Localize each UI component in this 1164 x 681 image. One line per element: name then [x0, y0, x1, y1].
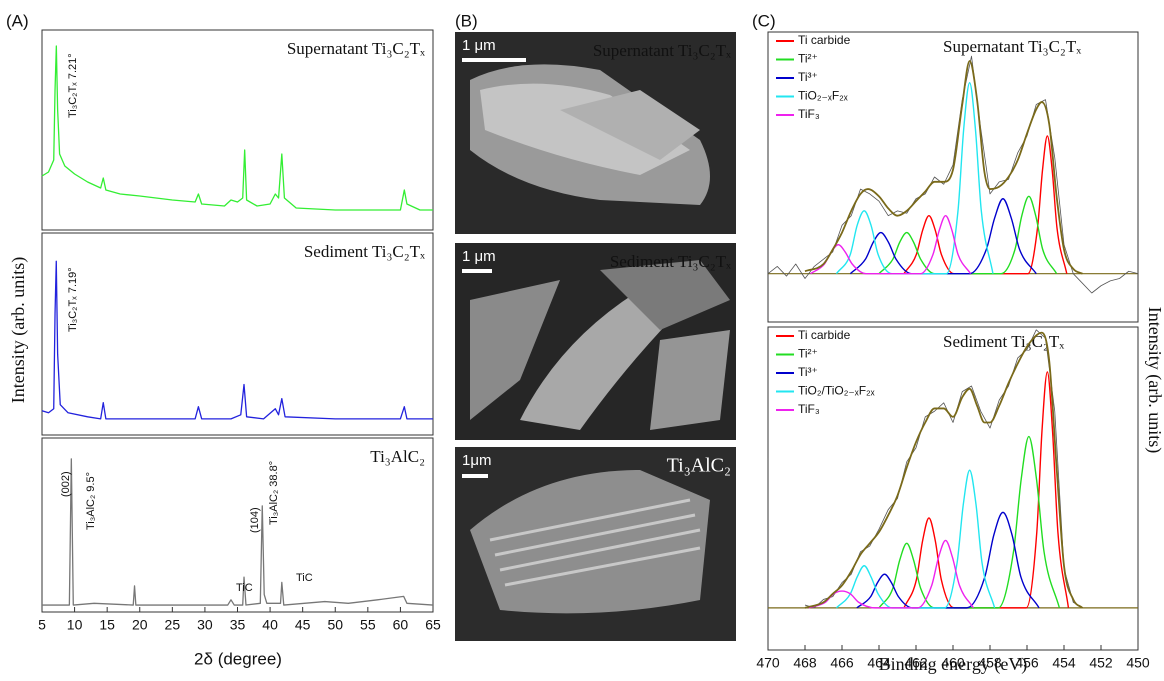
chart-title: Supernatant Ti₃C₂Tₓ — [287, 39, 425, 58]
legend-label: Ti²⁺ — [798, 52, 818, 66]
x-tick-label: 40 — [262, 617, 278, 633]
x-tick-label: 10 — [67, 617, 83, 633]
legend-label: Ti³⁺ — [798, 365, 818, 379]
peak-annotation: TiC — [296, 572, 313, 584]
x-tick-label: 462 — [904, 655, 928, 671]
x-tick-label: 45 — [295, 617, 311, 633]
peak-annotation: (104) — [249, 507, 261, 533]
x-tick-label: 55 — [360, 617, 376, 633]
x-tick-label: 464 — [867, 655, 891, 671]
legend-label: Ti carbide — [798, 33, 851, 47]
peak-annotation: Ti₃C₂Tₓ 7.19° — [67, 267, 79, 332]
sem-image — [455, 32, 736, 234]
x-tick-label: 50 — [327, 617, 343, 633]
x-tick-label: 5 — [38, 617, 46, 633]
image-label: Sediment Ti₃C₂Tₓ — [610, 252, 731, 271]
panel-label: (C) — [752, 11, 776, 30]
x-tick-label: 460 — [941, 655, 965, 671]
scale-bar-label: 1 μm — [462, 37, 496, 54]
chart-title: Supernatant Ti₃C₂Tₓ — [943, 37, 1081, 56]
legend-label: TiF₃ — [798, 402, 820, 416]
scale-bar-label: 1 μm — [462, 248, 496, 265]
y-axis-label: Intensity (arb. units) — [1144, 307, 1164, 453]
legend-label: TiF₃ — [798, 107, 820, 121]
chart-title: Sediment Ti₃C₂Tₓ — [304, 242, 425, 261]
x-tick-label: 458 — [978, 655, 1002, 671]
x-tick-label: 60 — [393, 617, 409, 633]
x-tick-label: 456 — [1015, 655, 1039, 671]
legend-label: Ti²⁺ — [798, 347, 818, 361]
peak-annotation: Ti₃C₂Tₓ 7.21° — [67, 53, 79, 118]
peak-annotation: Ti₃AlC₂ 9.5° — [85, 472, 97, 530]
chart-title: Ti₃AlC₂ — [370, 447, 425, 466]
peak-annotation: Ti₃AlC₂ 38.8° — [268, 461, 280, 525]
x-axis-label: 2δ (degree) — [194, 649, 282, 668]
legend-label: TiO₂₋ₓF₂ₓ — [798, 89, 848, 103]
x-tick-label: 470 — [756, 655, 780, 671]
legend-label: TiO₂/TiO₂₋ₓF₂ₓ — [798, 384, 875, 398]
x-tick-label: 454 — [1052, 655, 1076, 671]
x-tick-label: 468 — [793, 655, 817, 671]
y-axis-label: Intensity (arb. units) — [8, 257, 29, 403]
x-tick-label: 450 — [1126, 655, 1150, 671]
x-tick-label: 30 — [197, 617, 213, 633]
x-tick-label: 15 — [99, 617, 115, 633]
panel-label: (B) — [455, 11, 478, 30]
peak-annotation: (002) — [60, 471, 72, 497]
legend-label: Ti carbide — [798, 328, 851, 342]
x-tick-label: 20 — [132, 617, 148, 633]
peak-annotation: TiC — [236, 582, 253, 594]
x-tick-label: 25 — [165, 617, 181, 633]
legend-label: Ti³⁺ — [798, 70, 818, 84]
x-tick-label: 35 — [230, 617, 246, 633]
image-label: Ti₃AlC₂ — [667, 455, 731, 477]
x-tick-label: 452 — [1089, 655, 1113, 671]
x-tick-label: 65 — [425, 617, 441, 633]
figure: (A) (B) (C) Intensity (arb. units) 2δ (d… — [0, 0, 1164, 681]
image-label: Supernatant Ti₃C₂Tₓ — [593, 41, 731, 60]
panel-label: (A) — [6, 11, 29, 30]
x-tick-label: 466 — [830, 655, 854, 671]
scale-bar-label: 1μm — [462, 452, 491, 469]
sem-image — [455, 243, 736, 440]
